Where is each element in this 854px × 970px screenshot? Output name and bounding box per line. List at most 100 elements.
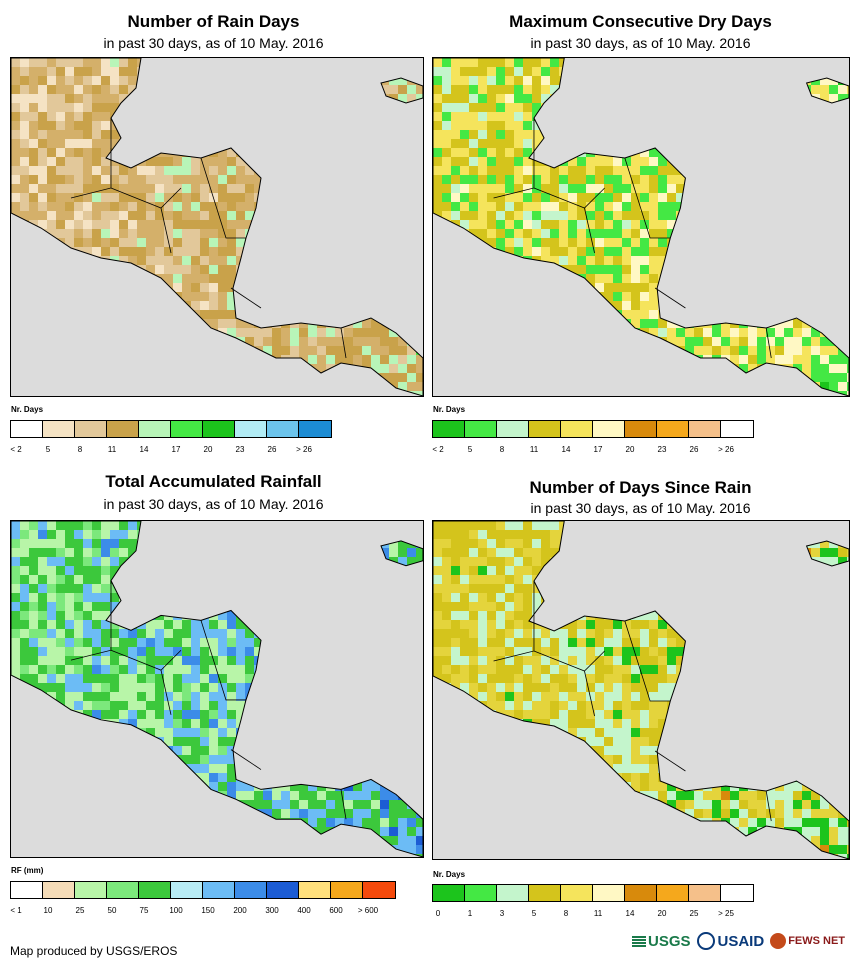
legend-swatch (593, 421, 625, 437)
coastline (805, 77, 849, 104)
usgs-logo-text: USGS (648, 932, 691, 950)
legend-swatch (139, 882, 171, 898)
legend-tick-label: > 25 (718, 909, 734, 918)
legend-tick-label: 25 (75, 906, 85, 915)
coastline (433, 521, 849, 859)
map-rain-days (10, 57, 424, 397)
legend-swatch (529, 885, 561, 901)
legend-swatch (235, 882, 267, 898)
legend-tick-label: 11 (529, 445, 539, 454)
legend-swatch (721, 421, 753, 437)
legend-tick-label: 20 (625, 445, 635, 454)
country-border (654, 750, 686, 772)
legend-swatch (43, 421, 75, 437)
legend-tick-label: 0 (435, 909, 441, 918)
country-border (624, 620, 671, 702)
legend-swatch (267, 421, 299, 437)
country-border (654, 287, 686, 309)
legend-swatch (299, 882, 331, 898)
coastline (11, 58, 423, 396)
legend-swatch (235, 421, 267, 437)
legend-swatch (433, 885, 465, 901)
legend-bar (10, 420, 332, 438)
legend-swatch (497, 885, 529, 901)
legend-tick-label: 11 (593, 909, 603, 918)
legend-tick-label: 3 (499, 909, 505, 918)
logo-strip: USGS USAID FEWS NET (632, 932, 845, 950)
legend-tick-label: > 26 (296, 445, 312, 454)
legend-tick-label: < 2 (432, 445, 444, 454)
legend-tick-label: > 26 (718, 445, 734, 454)
map-days-since-rain (432, 520, 850, 860)
country-border (160, 670, 172, 715)
legend-tick-label: 8 (563, 909, 569, 918)
legend-tick-label: 5 (531, 909, 537, 918)
legend-tick-label: 300 (265, 906, 279, 915)
legend-tick-label: 20 (657, 909, 667, 918)
legend-swatch (11, 421, 43, 437)
legend-tick-label: 8 (77, 445, 83, 454)
legend-swatch (497, 421, 529, 437)
legend-swatch (203, 882, 235, 898)
usaid-seal-icon (696, 932, 715, 950)
panel-total-rainfall: Total Accumulated Rainfall in past 30 da… (0, 466, 427, 936)
legend-tick-label: 150 (201, 906, 215, 915)
coastline (805, 540, 849, 567)
legend-label: Nr. Days (433, 870, 466, 879)
country-border (340, 789, 347, 820)
legend-tick-label: 400 (297, 906, 311, 915)
legend-swatch (465, 421, 497, 437)
country-border (584, 207, 595, 254)
legend-tick-label: 20 (203, 445, 213, 454)
map-canvas (11, 58, 423, 396)
usgs-logo: USGS (632, 933, 691, 950)
legend-swatch (363, 882, 395, 898)
panel-subtitle: in past 30 days, as of 10 May. 2016 (103, 496, 324, 512)
coastline (11, 521, 423, 857)
map-land-fill (11, 58, 423, 396)
legend-tick-label: 75 (139, 906, 149, 915)
legend-swatch (267, 882, 299, 898)
legend-swatch (43, 882, 75, 898)
country-border (230, 287, 262, 309)
map-canvas (433, 521, 849, 859)
legend-bar (432, 420, 754, 438)
legend-tick-label: 11 (107, 445, 117, 454)
country-border (533, 650, 605, 672)
legend-swatch (331, 882, 363, 898)
country-border (230, 749, 262, 770)
legend-tick-label: 8 (499, 445, 505, 454)
usaid-logo: USAID (696, 932, 765, 950)
legend-tick-label: 600 (329, 906, 343, 915)
legend-label: Nr. Days (433, 405, 466, 414)
legend-tick-label: > 600 (357, 906, 379, 915)
legend-bar (432, 884, 754, 902)
legend-tick-label: 17 (171, 445, 181, 454)
map-land-fill (433, 521, 849, 859)
panel-title: Number of Days Since Rain (529, 478, 752, 497)
legend-swatch (11, 882, 43, 898)
fews-logo-text: FEWS NET (788, 935, 846, 947)
legend-tick-label: 17 (593, 445, 603, 454)
legend-swatch (689, 421, 721, 437)
panel-dry-days: Maximum Consecutive Dry Days in past 30 … (427, 0, 854, 470)
country-border (160, 207, 172, 254)
legend-swatch (625, 885, 657, 901)
map-canvas (433, 58, 849, 396)
panel-title: Maximum Consecutive Dry Days (509, 12, 772, 31)
legend-swatch (657, 885, 689, 901)
usaid-logo-text: USAID (717, 932, 765, 950)
legend-tick-label: 50 (107, 906, 117, 915)
legend-swatch (107, 421, 139, 437)
legend-swatch (529, 421, 561, 437)
legend-tick-label: 23 (657, 445, 667, 454)
legend-swatch (625, 421, 657, 437)
legend-swatch (657, 421, 689, 437)
legend-swatch (299, 421, 331, 437)
panel-days-since-rain: Number of Days Since Rain in past 30 day… (427, 466, 854, 936)
legend-tick-label: < 1 (10, 906, 22, 915)
legend-tick-label: 10 (43, 906, 53, 915)
legend-bar (10, 881, 396, 899)
panel-title: Number of Rain Days (127, 12, 300, 31)
legend-tick-label: 14 (625, 909, 635, 918)
